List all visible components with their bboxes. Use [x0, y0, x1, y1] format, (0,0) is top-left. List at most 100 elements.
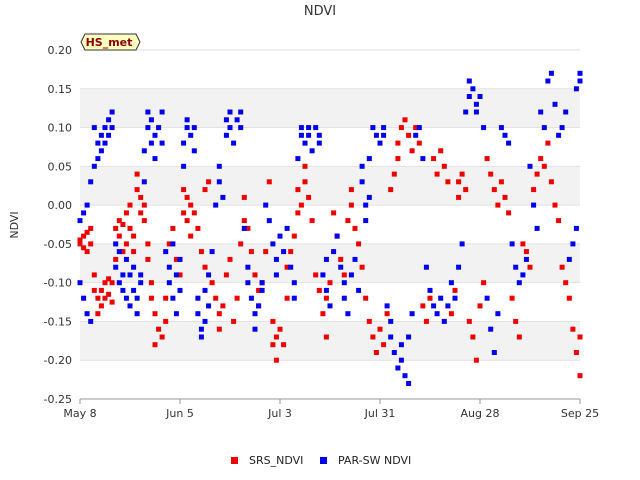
data-point	[248, 295, 254, 301]
data-point	[523, 249, 529, 255]
data-point	[181, 210, 187, 216]
data-point	[577, 78, 583, 84]
data-point	[148, 295, 154, 301]
data-point	[395, 140, 401, 146]
chart-title: NDVI	[304, 4, 336, 19]
data-point	[170, 295, 176, 301]
data-point	[116, 249, 122, 255]
data-point	[484, 295, 490, 301]
data-point	[541, 125, 547, 131]
data-point	[223, 117, 229, 123]
data-point	[434, 311, 440, 317]
data-point	[452, 295, 458, 301]
data-point	[173, 256, 179, 262]
data-point	[341, 280, 347, 286]
data-point	[559, 125, 565, 131]
data-point	[395, 365, 401, 371]
data-point	[241, 225, 247, 231]
data-point	[295, 156, 301, 162]
data-point	[266, 179, 272, 185]
data-point	[141, 202, 147, 208]
data-point	[466, 318, 472, 324]
data-point	[420, 156, 426, 162]
data-point	[316, 132, 322, 138]
data-point	[538, 156, 544, 162]
data-point	[388, 187, 394, 193]
data-point	[216, 163, 222, 169]
data-point	[256, 303, 262, 309]
data-point	[138, 210, 144, 216]
data-point	[166, 264, 172, 270]
data-point	[106, 291, 112, 297]
data-point	[431, 156, 437, 162]
data-point	[406, 132, 412, 138]
data-point	[406, 334, 412, 340]
data-point	[116, 218, 122, 224]
grid-band	[80, 243, 580, 283]
data-point	[545, 140, 551, 146]
data-point	[177, 256, 183, 262]
data-point	[506, 140, 512, 146]
data-point	[206, 303, 212, 309]
data-point	[363, 218, 369, 224]
data-point	[513, 318, 519, 324]
data-point	[366, 156, 372, 162]
data-point	[391, 171, 397, 177]
data-point	[77, 280, 83, 286]
data-point	[366, 194, 372, 200]
data-point	[488, 171, 494, 177]
data-point	[148, 280, 154, 286]
data-point	[109, 109, 115, 115]
data-point	[398, 357, 404, 363]
data-point	[273, 272, 279, 278]
data-point	[106, 276, 112, 282]
data-point	[113, 256, 119, 262]
data-point	[341, 272, 347, 278]
data-point	[466, 78, 472, 84]
data-point	[548, 70, 554, 76]
data-point	[252, 311, 258, 317]
data-point	[552, 101, 558, 107]
data-point	[373, 350, 379, 355]
data-point	[227, 109, 233, 115]
data-point	[259, 287, 265, 293]
station-badge: HS_met	[80, 33, 141, 51]
data-point	[409, 311, 415, 317]
data-point	[456, 194, 462, 200]
data-point	[181, 163, 187, 169]
data-point	[363, 202, 369, 208]
data-point	[291, 295, 297, 301]
data-point	[359, 264, 365, 270]
data-point	[152, 311, 158, 317]
data-point	[273, 256, 279, 262]
y-tick-label: 0.20	[48, 44, 73, 57]
legend-marker-srs	[231, 457, 238, 464]
data-point	[88, 225, 94, 231]
data-point	[513, 264, 519, 270]
data-point	[573, 86, 579, 92]
grid-band	[80, 166, 580, 206]
data-point	[541, 163, 547, 169]
data-point	[327, 280, 333, 286]
data-point	[84, 249, 90, 255]
data-point	[481, 280, 487, 286]
data-point	[152, 156, 158, 162]
data-point	[81, 245, 87, 251]
data-point	[134, 171, 140, 177]
data-point	[384, 303, 390, 309]
data-point	[245, 280, 251, 286]
data-point	[231, 140, 237, 146]
data-point	[441, 318, 447, 324]
data-point	[138, 272, 144, 278]
data-point	[116, 280, 122, 286]
data-point	[145, 125, 151, 131]
data-point	[431, 303, 437, 309]
y-tick-label: -0.10	[44, 277, 72, 290]
y-tick-label: -0.15	[44, 315, 72, 328]
data-point	[277, 326, 283, 332]
data-point	[309, 218, 315, 224]
data-point	[427, 287, 433, 293]
data-point	[391, 350, 397, 355]
data-point	[573, 225, 579, 231]
